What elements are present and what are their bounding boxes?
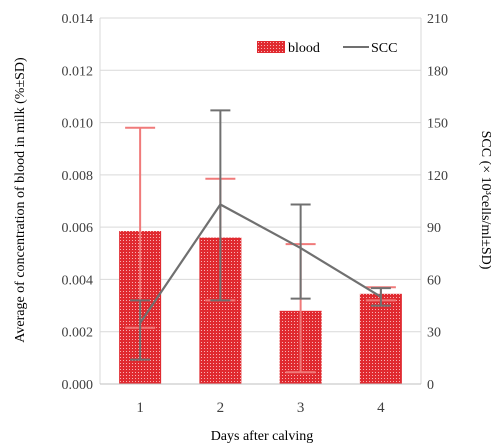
- right-axis-ticks: 0 30 60 90 120 150 180 210: [427, 12, 448, 393]
- left-tick-label: 0.000: [62, 378, 94, 393]
- left-axis-ticks: 0.000 0.002 0.004 0.006 0.008 0.010 0.012 0.014: [62, 12, 94, 393]
- line-scc: [139, 203, 382, 324]
- bar-blood: [359, 293, 402, 384]
- point-scc: [219, 203, 222, 206]
- left-tick-label: 0.002: [62, 326, 94, 341]
- left-tick-label: 0.012: [62, 64, 94, 79]
- legend-label-scc: SCC: [371, 41, 397, 56]
- right-tick-label: 120: [427, 169, 448, 184]
- right-tick-label: 30: [427, 326, 441, 341]
- right-tick-label: 60: [427, 273, 441, 288]
- x-tick-label: 1: [136, 400, 144, 416]
- left-tick-label: 0.008: [62, 169, 94, 184]
- bar-series-blood: [119, 231, 402, 384]
- left-tick-label: 0.004: [62, 273, 94, 288]
- right-tick-label: 150: [427, 117, 448, 132]
- point-scc: [380, 296, 382, 298]
- x-axis-ticks: 1 2 3 4: [136, 400, 385, 416]
- blood-error-bars: [125, 126, 396, 374]
- line-series-scc: [139, 203, 382, 324]
- left-tick-label: 0.006: [62, 221, 94, 236]
- axes: [99, 18, 422, 385]
- x-tick-label: 4: [377, 400, 385, 416]
- scc-error-bars: [130, 109, 391, 361]
- right-tick-label: 210: [427, 12, 448, 27]
- legend: blood SCC: [257, 41, 397, 56]
- right-tick-label: 0: [427, 378, 434, 393]
- x-tick-label: 3: [297, 400, 305, 416]
- right-axis-title: SCC (× 10³cells/ml±SD): [478, 131, 491, 270]
- x-axis-title: Days after calving: [211, 429, 314, 443]
- left-tick-label: 0.010: [62, 117, 94, 132]
- point-scc: [299, 247, 302, 249]
- left-tick-label: 0.014: [62, 12, 94, 27]
- right-tick-label: 90: [427, 221, 441, 236]
- point-scc: [139, 322, 141, 324]
- x-tick-label: 2: [217, 400, 225, 416]
- left-axis-title: Average of concentration of blood in mil…: [13, 57, 28, 343]
- right-tick-label: 180: [427, 64, 448, 79]
- legend-label-blood: blood: [288, 41, 320, 56]
- legend-swatch-blood: [257, 41, 285, 53]
